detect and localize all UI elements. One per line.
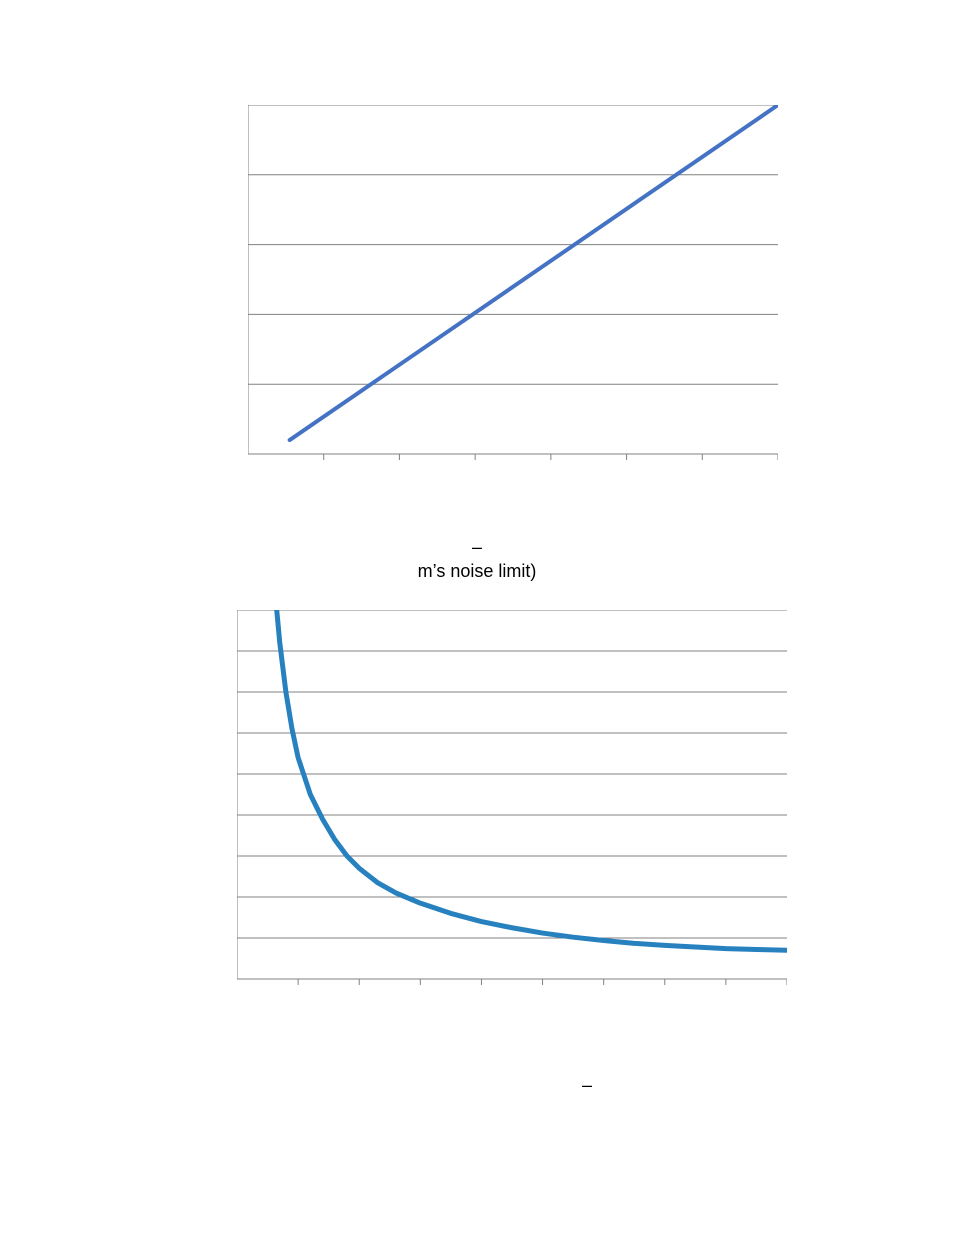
- caption-2: –: [0, 1073, 954, 1097]
- chart-1: [248, 105, 778, 460]
- chart-2: [237, 610, 787, 985]
- caption-1-line-2: m’s noise limit): [0, 559, 954, 583]
- caption-1: – m’s noise limit): [0, 535, 954, 584]
- caption-2-line-1: –: [0, 1073, 954, 1097]
- chart-2-plot-bg: [237, 610, 787, 979]
- page: – m’s noise limit) –: [0, 0, 954, 1235]
- caption-1-line-1: –: [0, 535, 954, 559]
